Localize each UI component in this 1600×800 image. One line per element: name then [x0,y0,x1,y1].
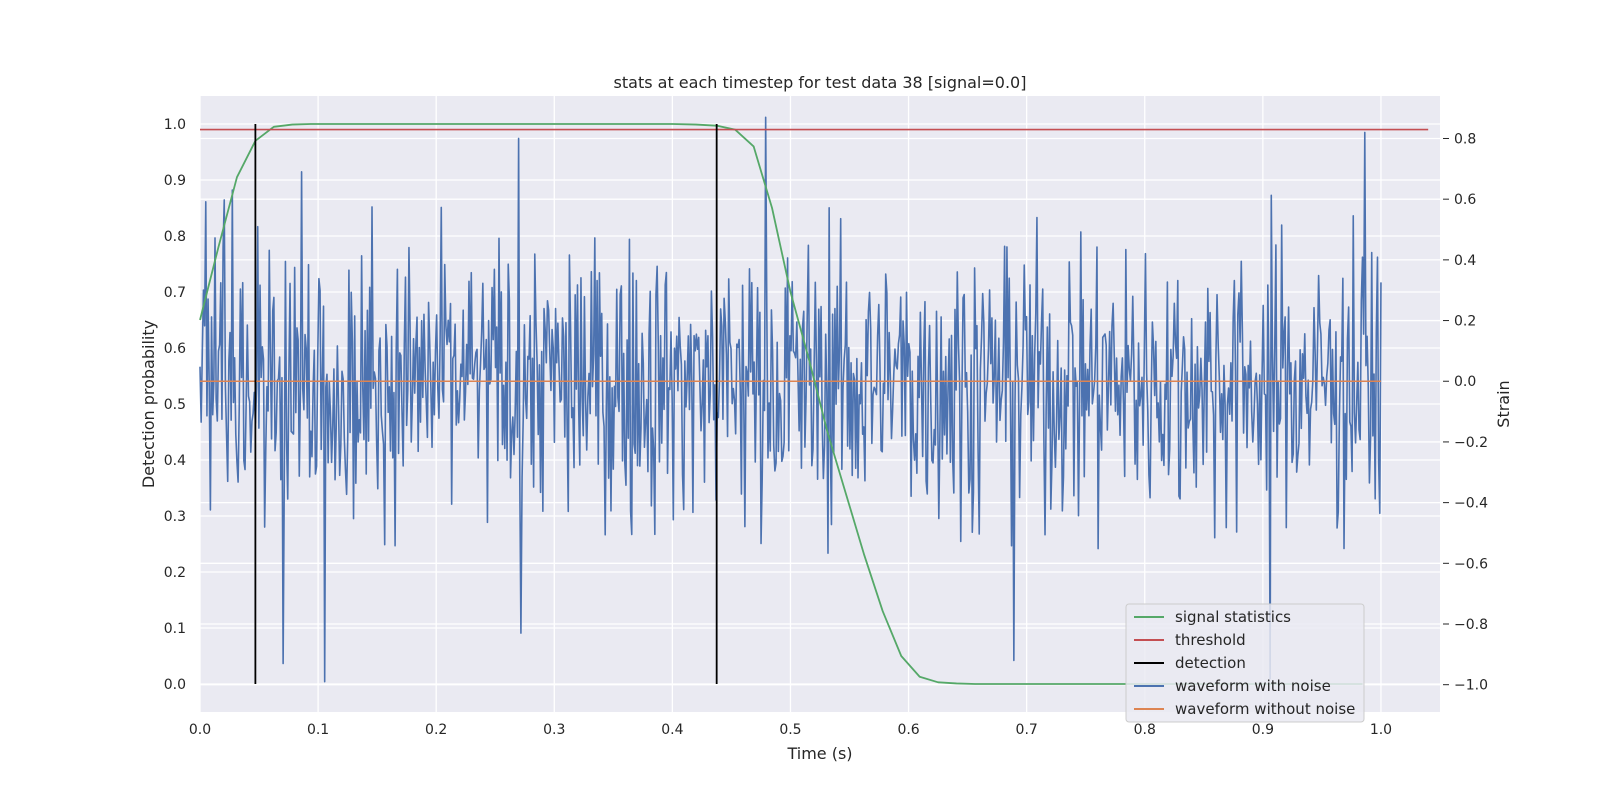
y-left-tick-label: 0.4 [164,453,186,469]
y-right-tick-label: −0.8 [1454,617,1488,633]
legend-box [1125,603,1365,723]
y-right-tick-label: 0.2 [1454,314,1476,330]
y-left-tick-label: 0.6 [164,341,186,357]
y-left-tick-label: 1.0 [164,117,186,133]
y-left-tick-label: 0.1 [164,621,186,637]
x-tick-label: 0.8 [1134,722,1156,738]
signal-statistics-line [199,123,1363,685]
x-tick-label: 0.9 [1252,722,1274,738]
y-left-tick-label: 0.9 [164,173,186,189]
waveform-with-noise-layer [199,116,1382,683]
y-left-tick-label: 0.5 [164,397,186,413]
y-right-tick-label: 0.4 [1454,253,1476,269]
waveform-with-noise-line [199,116,1382,683]
x-tick-label: 0.4 [661,722,683,738]
x-tick-label: 0.1 [307,722,329,738]
legend-label-waveform-with-noise: waveform with noise [1175,677,1331,695]
y-left-tick-label: 0.0 [164,677,186,693]
x-tick-label: 0.2 [425,722,447,738]
x-axis-label: Time (s) [786,744,852,763]
y-axis-label-right: Strain [1494,380,1513,427]
x-tick-label: 0.5 [779,722,801,738]
legend-label-waveform-without-noise: waveform without noise [1175,700,1355,718]
y-left-tick-label: 0.8 [164,229,186,245]
ticks: 0.0 0.1 0.2 0.3 0.4 0.5 0.6 0.7 0.8 0.9 1.0 0.0 0.1 0… [164,117,1488,738]
signal-statistics-layer [199,123,1363,685]
y-left-tick-label: 0.3 [164,509,186,525]
legend-label-threshold: threshold [1175,631,1246,649]
legend-label-detection: detection [1175,654,1246,672]
chart-title: stats at each timestep for test data 38 … [614,73,1027,92]
legend: signal statistics threshold detection wa… [1125,603,1365,723]
y-right-tick-label: 0.6 [1454,192,1476,208]
y-right-tick-label: −0.6 [1454,556,1488,572]
x-tick-label: 0.3 [543,722,565,738]
x-tick-label: 0.6 [897,722,919,738]
legend-label-signal-statistics: signal statistics [1175,608,1291,626]
y-right-tick-label: −1.0 [1454,678,1488,694]
y-left-tick-label: 0.2 [164,565,186,581]
y-right-tick-label: −0.4 [1454,496,1488,512]
y-right-tick-label: 0.8 [1454,131,1476,147]
x-tick-label: 1.0 [1370,722,1392,738]
x-tick-label: 0.7 [1016,722,1038,738]
y-left-tick-label: 0.7 [164,285,186,301]
x-tick-label: 0.0 [189,722,211,738]
y-right-tick-label: 0.0 [1454,374,1476,390]
y-axis-label-left: Detection probability [139,320,158,488]
detection-layer [254,124,718,684]
y-right-tick-label: −0.2 [1454,435,1488,451]
